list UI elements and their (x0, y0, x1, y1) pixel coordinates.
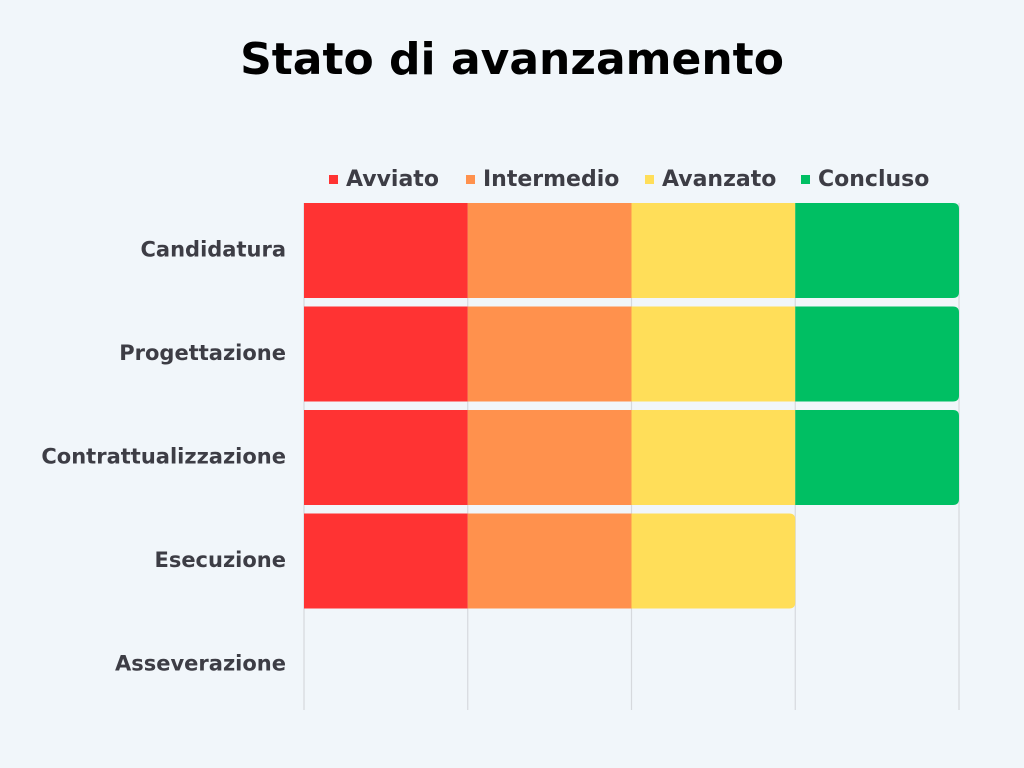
bar-segment (631, 203, 796, 298)
legend-swatch (329, 175, 338, 184)
bar-segment (467, 306, 632, 402)
bar-segment (795, 410, 959, 505)
category-label: Esecuzione (154, 548, 286, 572)
chart-title: Stato di avanzamento (240, 34, 784, 85)
bar-segment (795, 203, 959, 298)
legend-label: Intermedio (483, 167, 619, 192)
category-label: Candidatura (141, 238, 286, 262)
bar-segment (467, 203, 632, 298)
bar-segment (795, 306, 959, 402)
bar-segment (304, 306, 468, 402)
category-label: Contrattualizzazione (41, 445, 286, 469)
bar-segment (304, 513, 468, 609)
bar-segment (467, 410, 632, 505)
bar-segment (631, 410, 796, 505)
bar-segment (631, 306, 796, 402)
legend-label: Concluso (818, 167, 929, 192)
bar-segment (631, 513, 796, 609)
category-label: Asseverazione (115, 652, 286, 676)
legend-swatch (645, 175, 654, 184)
category-label: Progettazione (119, 341, 286, 365)
bar-segment (467, 513, 632, 609)
bar-segment (304, 410, 468, 505)
legend-swatch (466, 175, 475, 184)
legend-label: Avviato (346, 167, 439, 192)
legend-swatch (801, 175, 810, 184)
legend-label: Avanzato (662, 167, 776, 192)
bar-segment (304, 203, 468, 298)
